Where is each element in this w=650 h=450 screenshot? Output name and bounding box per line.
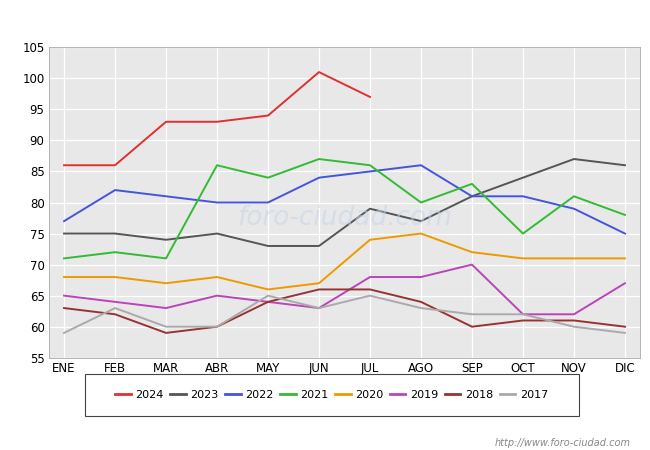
Legend: 2024, 2023, 2022, 2021, 2020, 2019, 2018, 2017: 2024, 2023, 2022, 2021, 2020, 2019, 2018… [112,387,551,403]
Text: Afiliados en Montejo a 31/5/2024: Afiliados en Montejo a 31/5/2024 [157,9,493,27]
Text: foro-ciudad.com: foro-ciudad.com [237,205,452,231]
Text: http://www.foro-ciudad.com: http://www.foro-ciudad.com [495,438,630,448]
